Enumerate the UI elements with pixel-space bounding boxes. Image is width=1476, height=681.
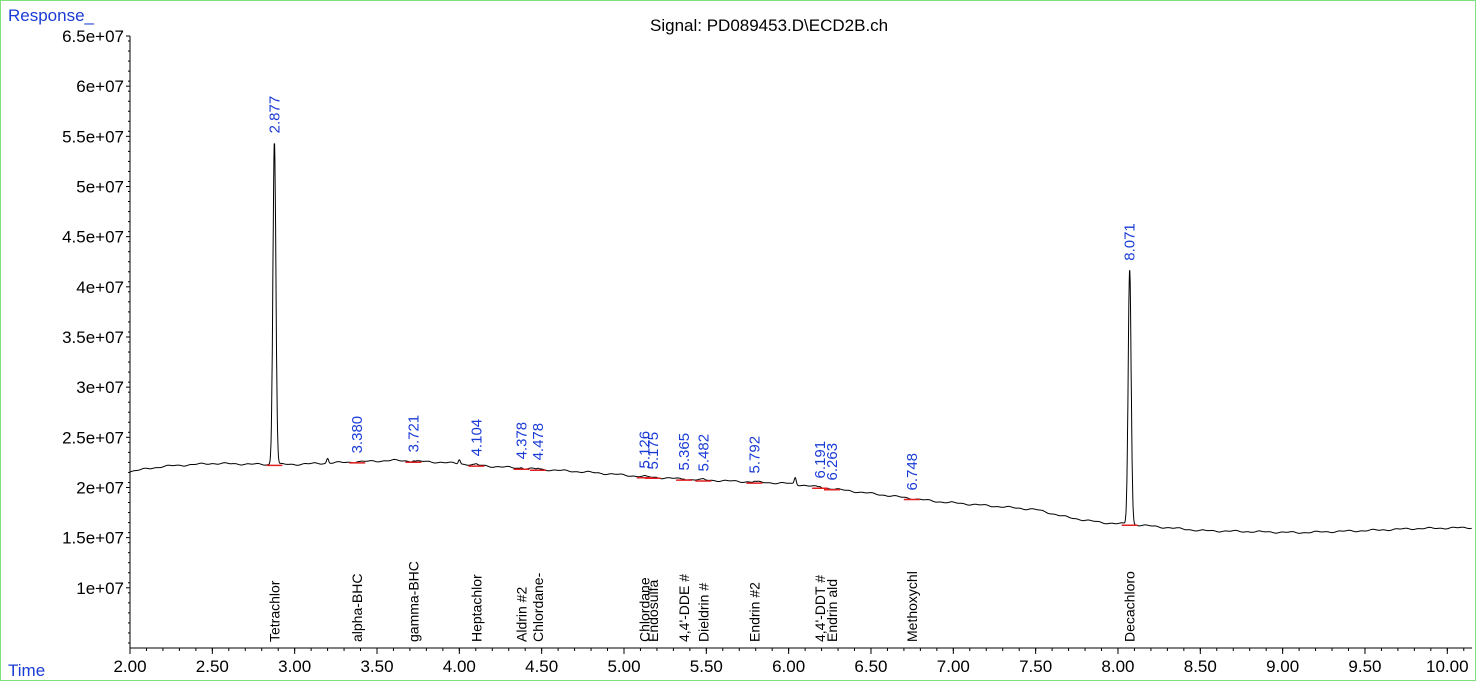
peak-compound-label: 4,4'-DDT # [812,575,828,642]
peak-rt-label: 3.380 [349,416,366,454]
peak-rt-label: 5.482 [695,434,712,472]
chart-title: Signal: PD089453.D\ECD2B.ch [650,16,889,35]
peak-compound-label: alpha-BHC [349,574,365,642]
x-tick-label: 5.00 [607,657,640,676]
y-tick-label: 5.5e+07 [62,127,124,146]
peak-rt-label: 4.378 [514,422,531,460]
peak-rt-label: 6.748 [904,453,921,491]
signal-trace [129,143,1472,534]
y-axis-label: Response_ [8,6,95,25]
peak-rt-label: 4.478 [530,423,547,461]
peak-rt-label: 5.175 [645,432,662,470]
peak-compound-label: Chlordane- [530,572,546,642]
x-tick-label: 3.50 [360,657,393,676]
x-tick-label: 10.00 [1426,657,1469,676]
y-tick-label: 4e+07 [76,278,124,297]
x-tick-label: 2.50 [196,657,229,676]
x-tick-label: 6.50 [854,657,887,676]
peak-compound-label: gamma-BHC [405,561,421,642]
peak-rt-label: 2.877 [266,96,283,134]
peak-rt-label: 3.721 [405,415,422,453]
x-tick-label: 5.50 [690,657,723,676]
x-tick-label: 4.50 [525,657,558,676]
y-tick-label: 3e+07 [76,378,124,397]
y-tick-label: 1.5e+07 [62,529,124,548]
x-tick-label: 2.00 [113,657,146,676]
peak-rt-label: 6.191 [812,441,829,479]
x-tick-label: 8.00 [1101,657,1134,676]
peak-compound-label: Methoxychl [904,571,920,642]
x-tick-label: 7.00 [937,657,970,676]
y-tick-label: 2e+07 [76,478,124,497]
peak-compound-label: Endosulfa [645,580,661,642]
peak-compound-label: 4,4'-DDE # [676,574,692,642]
peak-rt-label: 8.071 [1122,223,1139,261]
peak-compound-label: Heptachlor [468,574,484,642]
peak-compound-label: Aldrin #2 [514,587,530,642]
peak-rt-label: 6.263 [824,443,841,481]
x-axis-label: Time [8,661,46,680]
x-tick-label: 4.00 [443,657,476,676]
x-tick-label: 9.00 [1266,657,1299,676]
peak-rt-label: 5.792 [746,436,763,474]
peak-compound-label: Dieldrin # [695,583,711,642]
y-tick-label: 1e+07 [76,579,124,598]
peak-compound-label: Decachloro [1122,571,1138,642]
y-tick-label: 6.5e+07 [62,27,124,46]
peak-compound-label: Endrin #2 [746,582,762,642]
y-tick-label: 3.5e+07 [62,328,124,347]
peak-compound-label: Chlordane [637,577,653,642]
peak-rt-label: 4.104 [468,419,485,457]
peak-compound-label: Endrin ald [824,579,840,642]
y-tick-label: 6e+07 [76,77,124,96]
y-tick-label: 2.5e+07 [62,428,124,447]
x-tick-label: 8.50 [1184,657,1217,676]
peak-rt-label: 5.126 [637,431,654,469]
x-tick-label: 6.00 [772,657,805,676]
x-tick-label: 9.50 [1348,657,1381,676]
peak-compound-label: Tetrachlor [266,580,282,642]
x-tick-label: 7.50 [1019,657,1052,676]
x-tick-label: 3.00 [278,657,311,676]
y-tick-label: 4.5e+07 [62,228,124,247]
y-tick-label: 5e+07 [76,177,124,196]
peak-rt-label: 5.365 [676,433,693,471]
